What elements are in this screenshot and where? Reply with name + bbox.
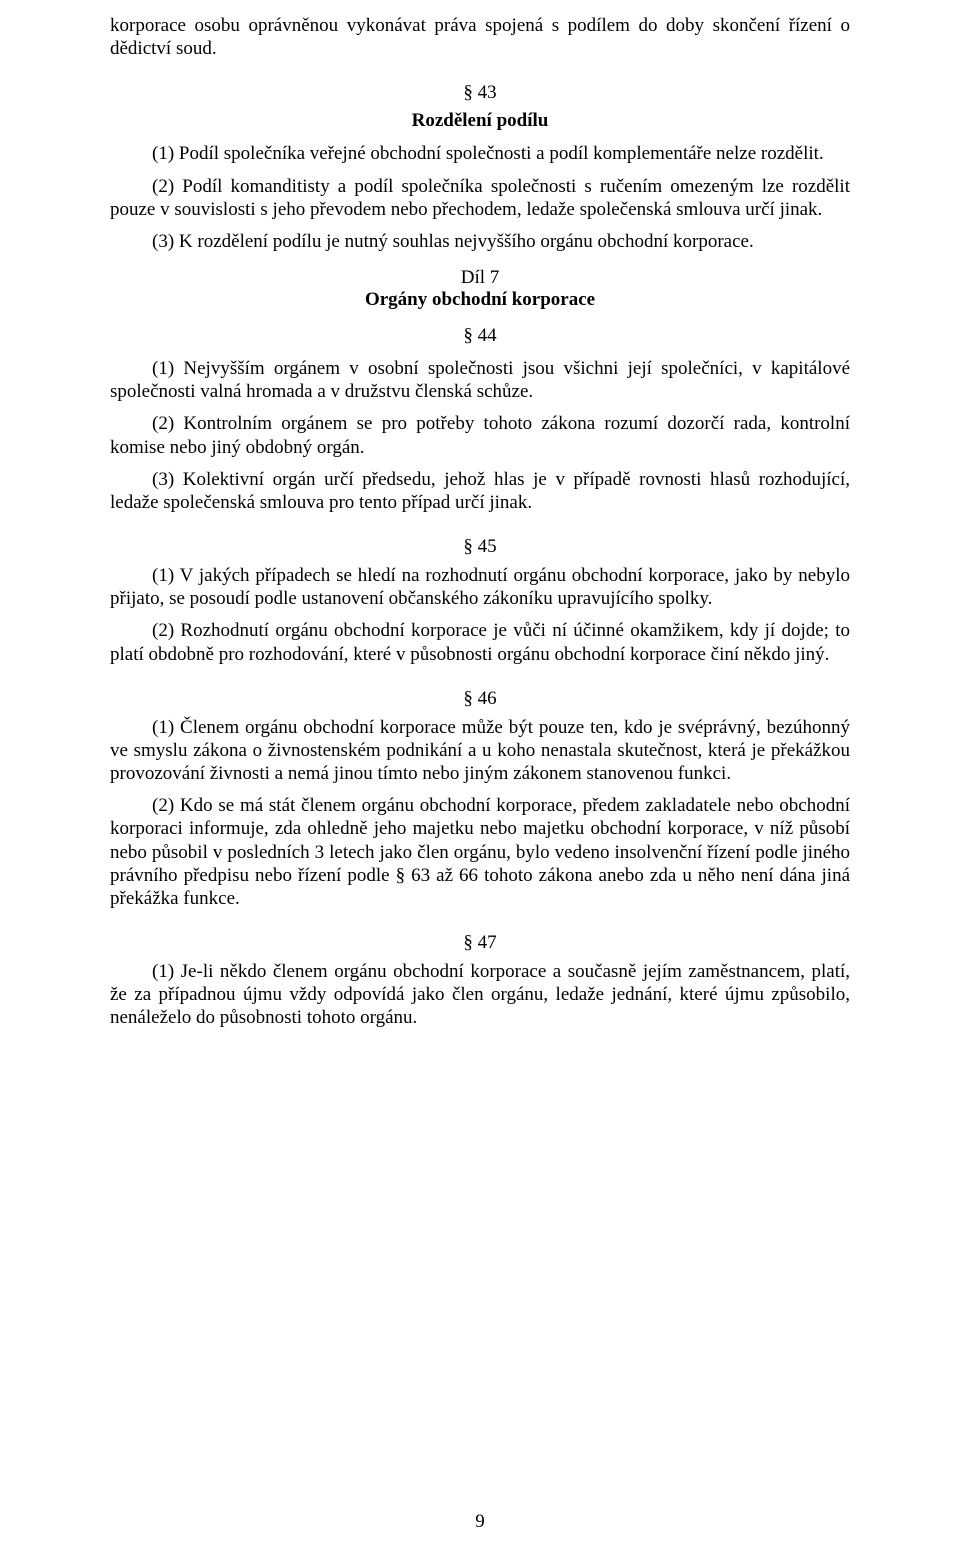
section-47-number: § 47 (110, 932, 850, 954)
dil-7-label: Díl 7 (110, 267, 850, 289)
section-44-para-3: (3) Kolektivní orgán určí předsedu, jeho… (110, 468, 850, 514)
section-46-para-1: (1) Členem orgánu obchodní korporace můž… (110, 716, 850, 786)
section-46-para-2: (2) Kdo se má stát členem orgánu obchodn… (110, 794, 850, 910)
section-44-para-1: (1) Nejvyšším orgánem v osobní společnos… (110, 357, 850, 403)
section-43-para-3: (3) K rozdělení podílu je nutný souhlas … (110, 230, 850, 253)
section-45-number: § 45 (110, 536, 850, 558)
section-45-para-1: (1) V jakých případech se hledí na rozho… (110, 564, 850, 610)
fragment-top: korporace osobu oprávněnou vykonávat prá… (110, 14, 850, 60)
section-43-para-1: (1) Podíl společníka veřejné obchodní sp… (110, 142, 850, 165)
section-43-para-2: (2) Podíl komanditisty a podíl společník… (110, 175, 850, 221)
page-number: 9 (0, 1511, 960, 1533)
section-43-title: Rozdělení podílu (110, 110, 850, 132)
section-44-number: § 44 (110, 325, 850, 347)
section-43-number: § 43 (110, 82, 850, 104)
section-46-number: § 46 (110, 688, 850, 710)
section-44-para-2: (2) Kontrolním orgánem se pro potřeby to… (110, 412, 850, 458)
document-page: korporace osobu oprávněnou vykonávat prá… (0, 0, 960, 1555)
section-45-para-2: (2) Rozhodnutí orgánu obchodní korporace… (110, 619, 850, 665)
dil-7-title: Orgány obchodní korporace (110, 289, 850, 311)
section-47-para-1: (1) Je-li někdo členem orgánu obchodní k… (110, 960, 850, 1030)
